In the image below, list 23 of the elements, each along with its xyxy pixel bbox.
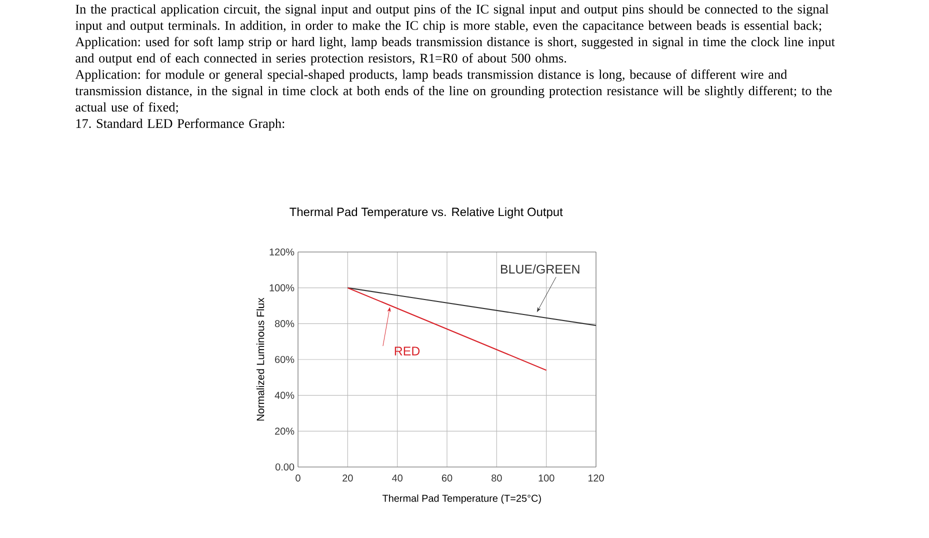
x-axis-title: Thermal Pad Temperature (T=25°C)	[382, 494, 541, 504]
x-tick-label: 20	[342, 474, 353, 482]
text: Application: used for soft lamp strip or hard light, lamp beads transmission distance is short, suggested in signal in time the clock line input and output end of each connected in series protection resistors, R1=R0 of about 500 ohms.	[75, 36, 835, 66]
text: 17. Standard LED Performance Graph:	[76, 118, 284, 131]
text: RED	[394, 346, 420, 356]
text: In the practical application circuit, the signal input and output pins of the IC signal input and output pins should be connected to the signal input and output terminals. In addition, in order to make the IC chip is more stable, even the capacitance between beads is essential back;	[75, 4, 828, 33]
y-tick-label: 100%	[270, 284, 294, 292]
x-tick-label: 0	[296, 474, 300, 482]
x-tick-label: 40	[392, 474, 402, 482]
y-tick-label: 0.00	[275, 463, 294, 471]
x-tick-label: 80	[492, 474, 502, 482]
text: Application: for module or general special-shaped products, lamp beads transmission distance is long, because of different wire and transmission distance, in the signal in time clock at both ends of the line on grounding protection resistance will be slightly different; to the actual use of fixed;	[75, 70, 832, 114]
y-tick-label: 20%	[275, 428, 294, 435]
y-tick-label: 40%	[274, 392, 294, 399]
x-tick-label: 60	[442, 474, 452, 482]
y-axis-title: Normalized Luminous Flux	[256, 298, 264, 421]
x-tick-label: 100	[538, 474, 554, 482]
text: BLUE/GREEN	[501, 264, 580, 274]
y-tick-label: 60%	[275, 356, 294, 364]
x-tick-label: 120	[588, 474, 604, 482]
y-tick-label: 120%	[270, 248, 294, 256]
y-tick-label: 80%	[274, 320, 294, 328]
chart-title: Thermal Pad Temperature vs. Relative Light Output	[290, 207, 563, 218]
